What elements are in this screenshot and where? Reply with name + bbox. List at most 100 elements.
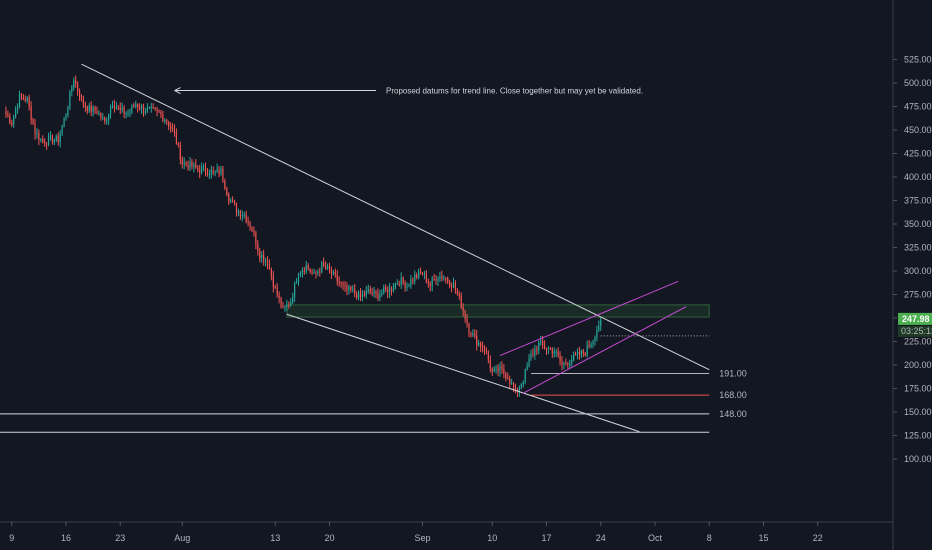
- candle-body: [222, 168, 224, 181]
- candle-body: [173, 129, 176, 133]
- candle-body: [346, 286, 348, 290]
- candle-body: [520, 384, 522, 388]
- candle-body: [449, 281, 451, 286]
- candle-body: [92, 107, 94, 113]
- candle-body: [470, 333, 472, 336]
- candle-body: [22, 97, 24, 100]
- candle-body: [555, 351, 557, 353]
- candle-body: [545, 348, 548, 350]
- annotation-text[interactable]: Proposed datums for trend line. Close to…: [386, 87, 643, 96]
- candle-body: [102, 117, 104, 119]
- candle-body: [371, 292, 373, 295]
- candle-body: [383, 287, 385, 293]
- candle-body: [509, 378, 511, 384]
- y-tick-label: 175.00: [904, 384, 932, 394]
- candle-body: [594, 337, 596, 341]
- candle-body: [32, 119, 34, 124]
- x-tick-label: 22: [813, 533, 823, 543]
- candle-body: [94, 107, 96, 111]
- horizontal-levels-layer: 191.00 168.00 148.00: [0, 335, 747, 433]
- upper-resistance-trendline[interactable]: [81, 63, 710, 371]
- candle-body: [189, 161, 191, 169]
- candle-body: [264, 260, 267, 262]
- candle-body: [294, 282, 296, 298]
- candle-body: [59, 133, 61, 143]
- candle-body: [404, 282, 406, 288]
- candle-body: [208, 174, 210, 176]
- candle-body: [115, 107, 117, 109]
- candle-body: [191, 161, 193, 168]
- candle-body: [408, 285, 410, 287]
- candle-body: [352, 288, 354, 291]
- candle-body: [445, 278, 447, 280]
- x-tick-label: 15: [758, 533, 768, 543]
- annotation-layer: Proposed datums for trend line. Close to…: [174, 87, 643, 96]
- channel-upper-line[interactable]: [499, 280, 679, 357]
- candle-body: [598, 325, 600, 331]
- candle-body: [123, 107, 125, 114]
- lower-support-trendline[interactable]: [286, 313, 640, 433]
- y-tick-label: 200.00: [904, 360, 932, 370]
- y-tick-label: 500.00: [904, 78, 932, 88]
- candle-body: [501, 365, 503, 369]
- candle-body: [503, 368, 505, 374]
- supply-zone-layer: [286, 304, 710, 318]
- candle-body: [447, 278, 449, 282]
- candle-body: [113, 105, 116, 108]
- candle-body: [253, 230, 255, 233]
- candle-body: [175, 132, 178, 144]
- last-price-label: 247.98: [902, 314, 930, 324]
- time-axis[interactable]: 9 16 23 Aug 13 20 Sep 10 17 24 Oct 8 15 22: [9, 522, 823, 543]
- candle-body: [427, 281, 429, 284]
- candle-body: [412, 279, 414, 282]
- x-tick-label: Oct: [648, 533, 663, 543]
- candle-body: [241, 215, 243, 217]
- candle-body: [315, 272, 317, 274]
- candle-body: [139, 107, 141, 109]
- candle-body: [416, 274, 418, 278]
- candle-body: [30, 106, 32, 120]
- candle-body: [439, 275, 441, 278]
- candle-body: [127, 113, 129, 115]
- candle-body: [44, 142, 46, 145]
- x-tick-label: Sep: [414, 533, 430, 543]
- candle-body: [42, 139, 44, 143]
- candle-body: [61, 125, 63, 134]
- candle-body: [365, 290, 367, 296]
- candle-body: [540, 341, 542, 343]
- candle-body: [84, 104, 86, 107]
- candle-body: [150, 107, 152, 109]
- candle-body: [268, 264, 271, 269]
- candle-body: [553, 351, 555, 354]
- candle-body: [77, 83, 79, 92]
- candle-body: [538, 342, 540, 351]
- candle-body: [423, 273, 426, 275]
- candle-body: [111, 105, 114, 108]
- candle-body: [292, 297, 294, 303]
- candle-body: [164, 120, 166, 122]
- x-tick-label: Aug: [174, 533, 190, 543]
- candle-body: [204, 166, 207, 172]
- candle-body: [325, 266, 327, 269]
- candle-body: [295, 282, 298, 284]
- candle-body: [534, 349, 536, 355]
- channel-lower-line[interactable]: [523, 306, 687, 394]
- candle-body: [38, 133, 40, 140]
- candle-body: [574, 354, 577, 356]
- candle-body: [235, 203, 238, 213]
- candle-body: [338, 281, 340, 283]
- candle-body: [392, 288, 395, 291]
- candle-body: [171, 128, 174, 130]
- candle-body: [524, 369, 526, 382]
- candle-body: [140, 105, 143, 109]
- y-tick-label: 150.00: [904, 407, 932, 417]
- candle-body: [193, 164, 195, 168]
- candle-body: [232, 200, 234, 202]
- countdown-tag: [898, 325, 932, 337]
- candle-body: [311, 272, 313, 274]
- candle-body: [377, 293, 379, 299]
- candle-body: [342, 283, 344, 286]
- candle-body: [429, 283, 431, 286]
